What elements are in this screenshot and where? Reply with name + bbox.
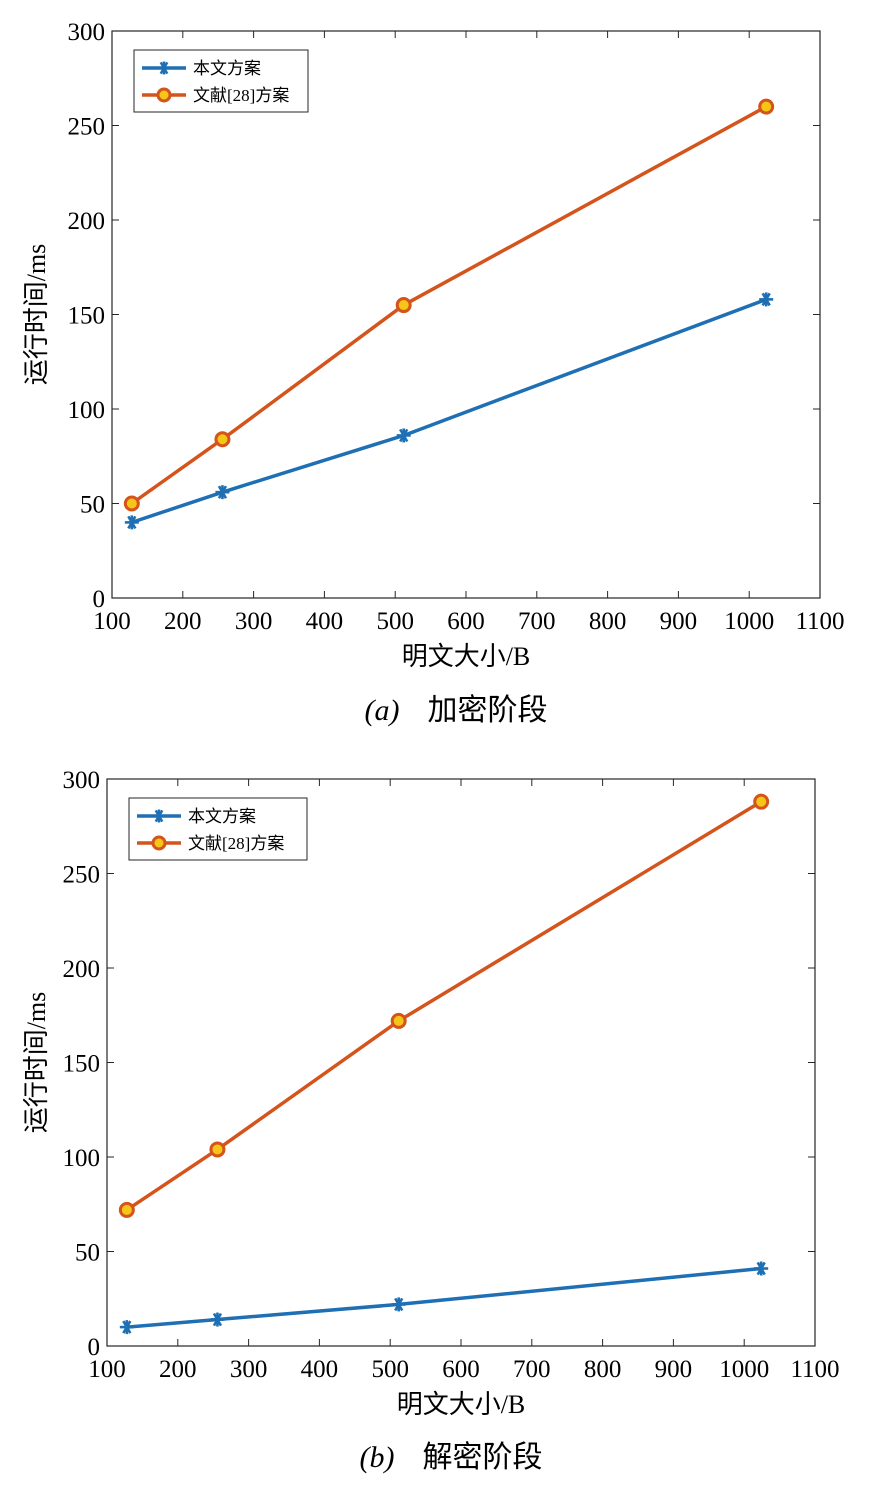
x-tick-label: 200 xyxy=(159,1356,197,1383)
y-tick-label: 200 xyxy=(68,208,106,235)
caption-label: (b) xyxy=(360,1441,395,1474)
data-point-asterisk xyxy=(759,292,774,307)
x-tick-label: 100 xyxy=(88,1356,126,1383)
x-tick-label: 900 xyxy=(655,1356,693,1383)
x-tick-label: 600 xyxy=(447,608,485,635)
x-tick-label: 1100 xyxy=(795,608,844,635)
y-tick-label: 250 xyxy=(63,862,101,889)
y-tick-label: 150 xyxy=(63,1051,101,1078)
series-line-ref28-scheme xyxy=(125,800,763,1212)
chart-a: 100 200 300 400 500 600 700 800 900 1000 1100 0 50 10… xyxy=(22,19,845,727)
chart-b: 100 200 300 400 500 600 700 800 900 1000 1100 0 50 10… xyxy=(22,767,840,1474)
series-line-this-scheme xyxy=(126,1266,762,1329)
y-tick-label: 0 xyxy=(88,1334,101,1361)
data-point-asterisk xyxy=(391,1297,406,1312)
x-tick-label: 500 xyxy=(371,1356,409,1383)
caption-text: 加密阶段 xyxy=(427,694,547,727)
x-tick-label: 800 xyxy=(589,608,627,635)
data-point-asterisk xyxy=(396,428,411,443)
y-tick-label: 150 xyxy=(68,303,106,330)
x-tick-label: 400 xyxy=(301,1356,339,1383)
legend-label: 文献[28]方案 xyxy=(188,834,284,853)
x-tick-label: 600 xyxy=(442,1356,480,1383)
legend-label: 文献[28]方案 xyxy=(193,86,289,105)
y-tick-label: 100 xyxy=(68,397,106,424)
data-point-asterisk xyxy=(210,1312,225,1327)
y-axis-label: 运行时间/ms xyxy=(22,992,51,1134)
plot-frame xyxy=(111,30,821,599)
legend-entry: 文献[28]方案 xyxy=(142,86,289,105)
legend-entry: 本文方案 xyxy=(137,807,256,826)
y-tick-label: 100 xyxy=(63,1145,101,1172)
x-tick-label: 200 xyxy=(164,608,202,635)
x-axis-label: 明文大小/B xyxy=(397,1390,526,1419)
legend-marker xyxy=(157,61,171,75)
legend-marker xyxy=(156,87,172,103)
x-tick-label: 300 xyxy=(230,1356,268,1383)
legend-marker xyxy=(152,809,166,823)
data-point-circle xyxy=(395,297,412,314)
x-axis-label: 明文大小/B xyxy=(402,642,531,671)
y-tick-label: 300 xyxy=(68,19,106,46)
figure-caption: (a) 加密阶段 xyxy=(365,694,548,727)
x-tick-label: 700 xyxy=(518,608,556,635)
data-point-circle xyxy=(123,495,140,512)
x-tick-label: 100 xyxy=(93,608,131,635)
series-line-this-scheme xyxy=(131,297,767,525)
x-tick-label: 300 xyxy=(235,608,273,635)
data-point-asterisk xyxy=(754,1261,769,1276)
caption-text: 解密阶段 xyxy=(422,1441,542,1474)
x-tick-label: 500 xyxy=(376,608,414,635)
y-tick-label: 50 xyxy=(80,492,105,519)
y-axis-label: 运行时间/ms xyxy=(22,244,51,386)
data-point-circle xyxy=(209,1141,226,1158)
x-tick-label: 900 xyxy=(660,608,698,635)
legend-marker xyxy=(151,835,167,851)
x-tick-label: 1100 xyxy=(790,1356,839,1383)
data-point-asterisk xyxy=(124,515,139,530)
x-tick-label: 400 xyxy=(306,608,344,635)
y-tick-label: 300 xyxy=(63,767,101,794)
y-tick-label: 50 xyxy=(75,1240,100,1267)
data-point-circle xyxy=(758,98,775,115)
x-tick-label: 800 xyxy=(584,1356,622,1383)
legend-entry: 文献[28]方案 xyxy=(137,834,284,853)
data-point-circle xyxy=(753,793,770,810)
caption-label: (a) xyxy=(365,694,400,727)
legend-label: 本文方案 xyxy=(188,807,256,826)
series-line-ref28-scheme xyxy=(130,105,768,505)
y-tick-label: 250 xyxy=(68,114,106,141)
data-point-asterisk xyxy=(119,1320,134,1335)
legend-label: 本文方案 xyxy=(193,59,261,78)
legend-entry: 本文方案 xyxy=(142,59,261,78)
data-point-circle xyxy=(214,431,231,448)
y-tick-label: 0 xyxy=(93,586,106,613)
plot-frame xyxy=(106,778,816,1347)
x-tick-label: 1000 xyxy=(719,1356,769,1383)
data-point-circle xyxy=(118,1201,135,1218)
data-point-circle xyxy=(390,1012,407,1029)
x-tick-label: 1000 xyxy=(724,608,774,635)
y-tick-label: 200 xyxy=(63,956,101,983)
x-tick-label: 700 xyxy=(513,1356,551,1383)
data-point-asterisk xyxy=(215,485,230,500)
figure-caption: (b) 解密阶段 xyxy=(360,1441,543,1474)
